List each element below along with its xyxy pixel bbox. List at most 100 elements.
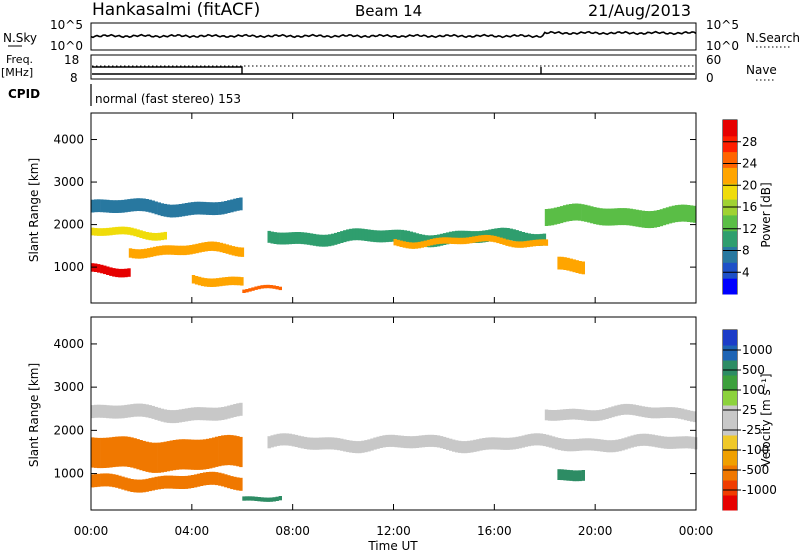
time-tick-label: 00:00 [74,524,109,538]
velCells-cell [488,437,492,450]
powerCells-cell [139,230,143,238]
time-axis-label: Time UT [367,539,418,553]
velCells-cell [273,434,277,447]
velCells-cell [300,436,305,449]
powerCells-cell [484,234,488,242]
velocity-colorbar-swatch [723,420,737,436]
velCells-cell [184,408,189,422]
velocity-ytick-label: 2000 [53,423,84,437]
powerCells-cell [379,230,383,243]
powerCells-cell [183,245,187,256]
velCells-cell [575,408,579,420]
powerCells-cell [278,286,282,291]
velCells-cell [397,435,401,448]
velCells-cell [641,406,645,418]
cpid-label: CPID [8,87,40,101]
powerCells-cell [267,230,271,243]
powerCells-cell [532,239,536,247]
powerCells-cell [544,209,549,226]
velCells-cell [638,405,642,417]
velCells-cell [306,437,311,450]
powerCells-cell [385,230,389,243]
powerCells-cell [212,202,216,216]
powerCells-cell [569,258,573,272]
powerCells-cell [650,211,654,228]
powerCells-cell [151,200,155,214]
powerCells-cell [112,200,116,213]
velCells-cell [539,433,544,446]
velCells-cell [686,410,691,421]
velCells-cell [270,435,274,448]
velocity-colorbar-label: -500 [742,463,769,477]
powerCells-cell [464,230,468,243]
velCells-cell [693,411,697,423]
powerCells-cell [538,239,543,246]
velCells-cell [382,435,386,448]
powerCells-cell [408,242,412,249]
velCells-cell [527,434,531,447]
velCells-cell [654,435,659,448]
powerCells-cell [288,232,292,245]
powerCells-cell [547,208,552,226]
powerCells-cell [162,245,166,255]
powerCells-cell [297,232,302,244]
powerCells-cell [626,208,630,226]
velCells-cell [175,439,180,470]
velCells-cell [678,436,683,449]
velocity-ytick-label: 1000 [53,467,84,481]
powerCells-cell [237,276,241,286]
velCells-cell [391,434,395,447]
velCells-cell [593,410,597,422]
powerCells-cell [219,242,223,253]
velCells-cell [668,407,673,418]
velCells-cell [581,470,585,481]
velCells-cell [148,405,152,419]
powerCells-cell [203,278,208,287]
power-colorbar-swatch [723,230,737,247]
velCells-cell [524,434,528,447]
velCells-cell [245,496,249,501]
freq-unit-label: [MHz] [1,66,33,79]
velCells-cell [674,407,679,419]
velCells-cell [139,479,143,493]
velCells-cell [576,438,580,451]
powerCells-cell [461,230,465,243]
velCells-cell [584,409,588,421]
powerCells-cell [169,204,174,218]
powerCells-cell [215,202,219,215]
powerCells-cell [662,208,667,226]
power-colorbar-swatch [723,246,737,263]
powerCells-cell [400,229,404,242]
velCells-cell [467,440,471,453]
powerCells-cell [136,198,140,211]
velCells-cell [559,409,564,421]
powerCells-cell [312,233,317,246]
velCells-cell [199,439,204,470]
powerCells-cell [163,203,167,217]
powerCells-cell [184,203,189,216]
velCells-cell [591,438,595,451]
velCells-cell [97,404,101,418]
powerCells-cell [100,199,104,213]
velCells-cell [272,497,276,502]
velocity-colorbar-label: -100 [742,443,769,457]
velCells-cell [215,407,219,421]
velCells-cell [406,436,410,449]
velCells-cell [455,440,459,453]
velCells-cell [148,478,152,492]
velCells-cell [388,434,392,447]
velCells-cell [509,437,513,450]
powerCells-cell [145,199,149,212]
velCells-cell [560,469,564,481]
velCells-cell [500,437,504,450]
velCells-cell [557,438,562,451]
velocity-colorbar-swatch [723,330,737,346]
powerCells-cell [115,200,119,213]
powerCells-cell [97,228,101,236]
velCells-cell [91,405,95,419]
velocity-colorbar-swatch [723,495,737,511]
powerCells-cell [189,245,193,255]
powerCells-cell [452,231,456,244]
velCells-cell [533,433,538,446]
velCells-cell [612,440,616,453]
